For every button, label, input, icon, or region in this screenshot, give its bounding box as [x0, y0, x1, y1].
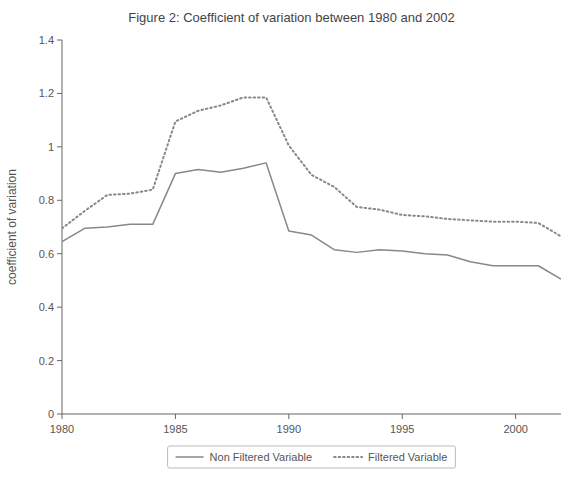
x-tick-label: 1995: [390, 423, 414, 435]
x-tick-label: 1985: [163, 423, 187, 435]
legend-swatch: [334, 456, 362, 458]
y-tick: [57, 414, 62, 415]
chart-svg: Figure 2: Coefficient of variation betwe…: [0, 0, 583, 486]
legend: Non Filtered Variable Filtered Variable: [168, 446, 456, 468]
title: Figure 2: Coefficient of variation betwe…: [128, 10, 454, 25]
legend-box: [168, 446, 456, 468]
x-tick: [288, 414, 289, 419]
y-tick-label: 0.6: [39, 248, 54, 260]
y-tick-label: 0.8: [39, 194, 54, 206]
y-tick: [57, 307, 62, 308]
y-tick-label: 0.4: [39, 301, 54, 313]
y-tick-label: 0: [48, 408, 54, 420]
x-tick: [402, 414, 403, 419]
legend-swatch: [176, 456, 204, 458]
x-tick-label: 1990: [277, 423, 301, 435]
x-axis-line: [62, 414, 561, 415]
y-axis-label: coefficient of variation: [5, 169, 19, 285]
y-tick-label: 1.4: [39, 34, 54, 46]
x-tick: [62, 414, 63, 419]
y-tick-label: 0.2: [39, 355, 54, 367]
y-tick: [57, 93, 62, 94]
y-tick: [57, 40, 62, 41]
chart-container: Figure 2: Coefficient of variation betwe…: [0, 0, 583, 486]
x-tick: [515, 414, 516, 419]
x-tick-label: 2000: [503, 423, 527, 435]
y-tick-label: 1.2: [39, 87, 54, 99]
x-axis: 1980 1985 1990 1995 2000: [50, 414, 561, 435]
line-series: [62, 97, 561, 236]
y-tick: [57, 146, 62, 147]
plot-area: [62, 97, 561, 279]
x-tick-label: 1980: [50, 423, 74, 435]
y-tick-label: 1: [48, 141, 54, 153]
y-axis: 0 0.2 0.4 0.6 0.8 1 1.2 1.4: [39, 34, 62, 420]
legend-label: Filtered Variable: [368, 451, 447, 463]
y-tick: [57, 253, 62, 254]
x-tick: [175, 414, 176, 419]
y-tick: [57, 200, 62, 201]
y-tick: [57, 360, 62, 361]
legend-label: Non Filtered Variable: [210, 451, 313, 463]
